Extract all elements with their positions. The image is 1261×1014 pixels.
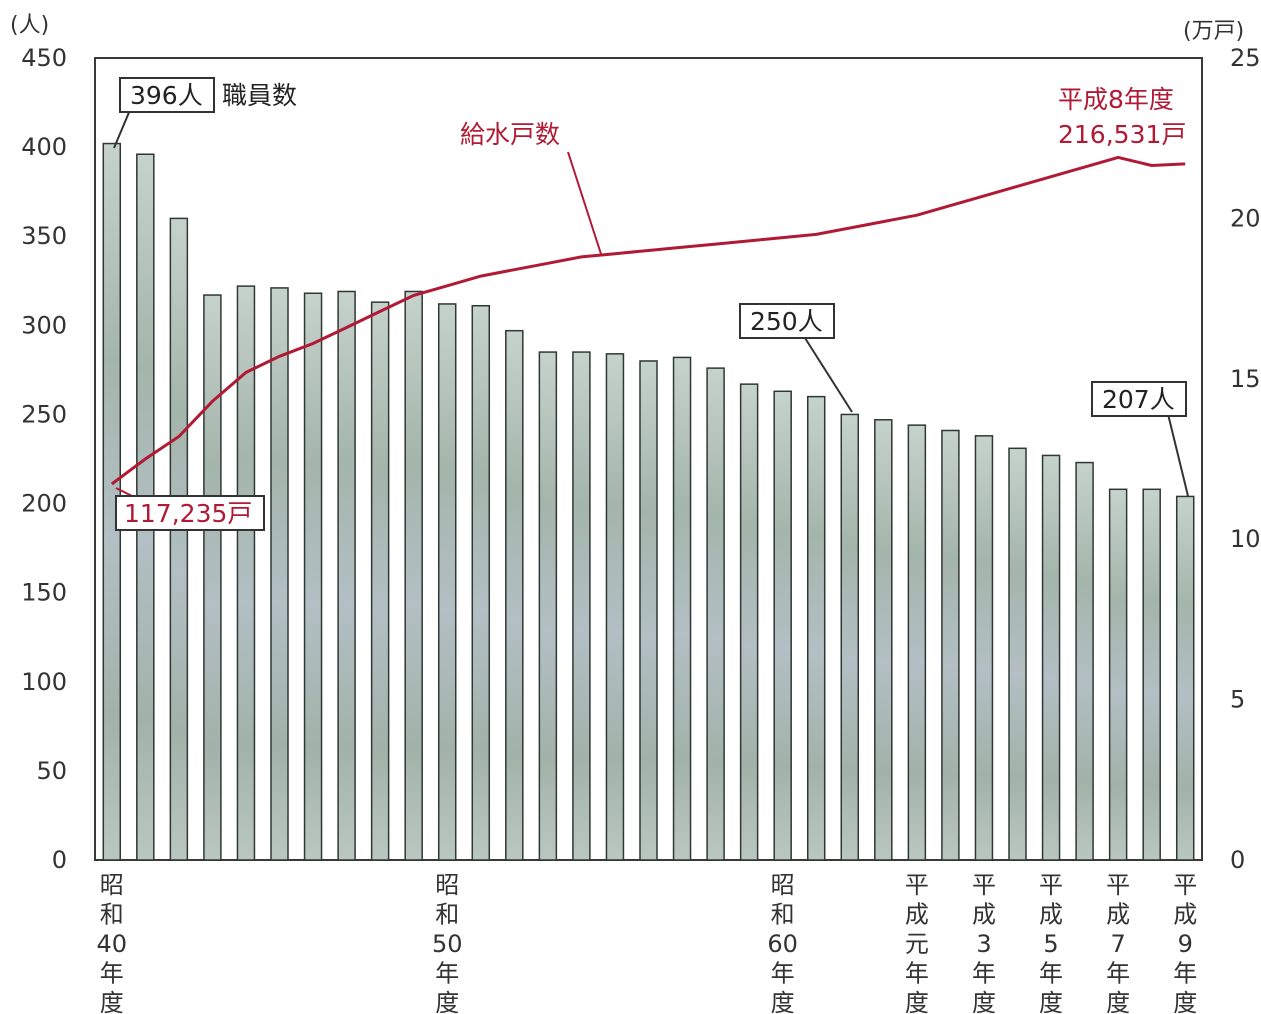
label-250: 250人 xyxy=(750,307,823,336)
label-box-250 xyxy=(739,303,835,339)
bar xyxy=(639,360,658,861)
bar xyxy=(505,329,524,861)
x-tick-label: 昭和 60 年度 xyxy=(767,871,798,1014)
bar xyxy=(672,356,692,861)
x-tick-label: 昭和 40 年度 xyxy=(96,871,127,1014)
bar xyxy=(1175,495,1195,861)
label-households: 給水戸数 xyxy=(460,120,560,149)
bar xyxy=(404,290,423,861)
left-tick-label: 200 xyxy=(21,490,67,518)
label-box-396 xyxy=(119,77,215,113)
bar xyxy=(773,390,792,861)
bar xyxy=(1108,488,1128,861)
left-tick-label: 0 xyxy=(52,846,67,874)
bar xyxy=(169,217,189,861)
bar xyxy=(236,285,256,861)
bar xyxy=(303,292,323,861)
label-staff: 職員数 xyxy=(222,81,297,110)
right-tick-label: 0 xyxy=(1230,846,1245,874)
bar-series xyxy=(102,142,1195,861)
left-tick-label: 150 xyxy=(21,579,67,607)
right-tick-label: 15 xyxy=(1230,365,1261,393)
left-axis-ticks: 0 50 100 150 200 250 300 350 400 450 xyxy=(21,44,67,874)
bar xyxy=(706,367,725,861)
line-series xyxy=(110,155,1186,486)
x-tick-label: 平成 3 年度 xyxy=(972,871,996,1014)
x-axis-labels: 昭和 40 年度 昭和 50 年度 昭和 60 年度 平成元年度 平成 3 年度 平成 5 年度 平成 7 年度 平成… xyxy=(96,871,1197,1014)
left-tick-label: 250 xyxy=(21,400,67,428)
bar xyxy=(874,419,893,861)
x-tick-label: 平成 9 年度 xyxy=(1173,871,1197,1014)
bar xyxy=(437,303,457,861)
label-396: 396人 xyxy=(130,81,203,110)
left-tick-label: 400 xyxy=(21,133,67,161)
right-tick-label: 20 xyxy=(1230,204,1261,232)
bar xyxy=(1008,447,1027,861)
bar xyxy=(1075,461,1094,861)
bar xyxy=(337,290,356,861)
bar xyxy=(739,383,759,861)
label-box-207 xyxy=(1091,381,1187,417)
right-tick-label: 5 xyxy=(1230,686,1245,714)
bar xyxy=(538,351,558,861)
left-tick-label: 50 xyxy=(36,757,67,785)
pointer-line-label xyxy=(567,151,602,255)
bar xyxy=(605,353,625,861)
bar xyxy=(471,304,491,861)
bar xyxy=(907,424,927,861)
bar xyxy=(840,413,860,861)
right-tick-label: 25 xyxy=(1230,44,1261,72)
left-tick-label: 300 xyxy=(21,311,67,339)
pointer-207 xyxy=(1167,413,1189,497)
bar xyxy=(941,429,960,861)
label-h8: 平成8年度 xyxy=(1058,85,1174,114)
bar xyxy=(203,294,222,861)
left-axis-unit: (人) xyxy=(10,13,49,38)
bar xyxy=(370,301,390,861)
bar xyxy=(572,351,591,861)
x-tick-label: 平成 5 年度 xyxy=(1039,871,1063,1014)
bar xyxy=(1142,488,1161,861)
bar xyxy=(270,287,289,861)
bar xyxy=(1041,454,1061,861)
bar xyxy=(974,435,994,861)
label-117235: 117,235戸 xyxy=(124,499,252,528)
right-axis-ticks: 0 5 10 15 20 25 xyxy=(1230,44,1261,874)
right-tick-label: 10 xyxy=(1230,525,1261,553)
left-tick-label: 450 xyxy=(21,44,67,72)
left-tick-label: 100 xyxy=(21,668,67,696)
label-216531: 216,531戸 xyxy=(1058,120,1186,149)
right-axis-unit: (万戸) xyxy=(1183,19,1244,44)
bar xyxy=(806,395,826,861)
label-207: 207人 xyxy=(1102,385,1175,414)
x-tick-label: 昭和 50 年度 xyxy=(432,871,463,1014)
pointer-250 xyxy=(804,337,853,413)
left-tick-label: 350 xyxy=(21,222,67,250)
pointer-396 xyxy=(113,109,131,149)
x-tick-label: 平成 7 年度 xyxy=(1106,871,1130,1014)
label-box-117235 xyxy=(115,495,265,531)
x-tick-label: 平成元年度 xyxy=(905,871,929,1014)
